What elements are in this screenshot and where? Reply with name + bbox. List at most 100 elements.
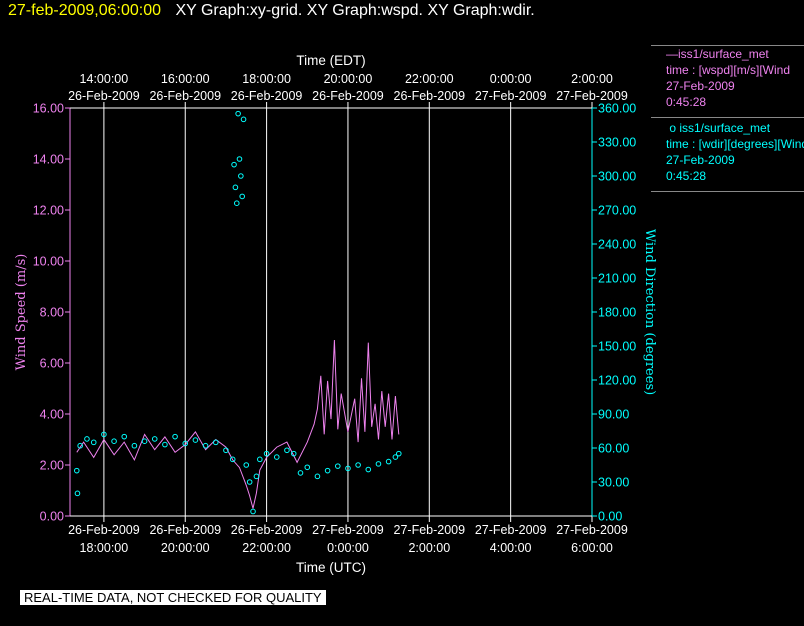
wind-direction-point (392, 454, 399, 460)
wind-direction-point (375, 461, 382, 467)
bottom-tick-date: 26-Feb-2009 (68, 523, 140, 537)
left-tick-label: 10.00 (33, 255, 64, 269)
wind-direction-point (324, 467, 331, 474)
right-axis-title: Wind Direction (degrees) (642, 229, 657, 395)
wind-direction-point (257, 456, 263, 463)
wind-direction-point (90, 439, 97, 446)
wind-direction-point (101, 431, 107, 438)
wind-direction-point (290, 450, 297, 457)
wind-direction-point (229, 456, 236, 463)
left-tick-label: 4.00 (40, 408, 64, 422)
left-tick-label: 16.00 (33, 102, 64, 116)
right-tick-label: 300.00 (598, 170, 636, 184)
top-tick-time: 20:00:00 (324, 72, 373, 86)
legend-speed-line3: 27-Feb-2009 (666, 79, 735, 93)
wind-direction-point (304, 464, 311, 471)
header-datetime: 27-feb-2009,06:00:00 (8, 2, 162, 19)
wind-direction-point (141, 438, 148, 445)
bottom-tick-time: 18:00:00 (80, 541, 129, 555)
top-tick-date: 26-Feb-2009 (231, 89, 303, 103)
wind-direction-series (73, 110, 402, 515)
left-axis-title: Wind Speed (m/s) (14, 254, 29, 371)
bottom-tick-time: 2:00:00 (408, 541, 450, 555)
wind-direction-point (250, 508, 256, 515)
right-tick-label: 330.00 (598, 136, 636, 150)
left-tick-label: 8.00 (40, 306, 64, 320)
legend-dir-line4: 0:45:28 (666, 169, 707, 183)
wind-direction-point (233, 200, 240, 206)
header-graph-list: XY Graph:xy-grid. XY Graph:wspd. XY Grap… (175, 2, 535, 19)
wind-direction-point (162, 441, 168, 448)
top-tick-date: 26-Feb-2009 (394, 89, 466, 103)
left-tick-label: 14.00 (33, 153, 64, 167)
bottom-tick-time: 0:00:00 (327, 541, 369, 555)
wind-direction-point (202, 442, 209, 449)
bottom-tick-time: 22:00:00 (242, 541, 291, 555)
wind-direction-point (385, 458, 392, 465)
wind-direction-point (121, 433, 128, 440)
quality-disclaimer: REAL-TIME DATA, NOT CHECKED FOR QUALITY (20, 590, 326, 605)
bottom-tick-date: 27-Feb-2009 (312, 523, 384, 537)
left-tick-label: 2.00 (40, 459, 64, 473)
right-tick-label: 90.00 (598, 408, 629, 422)
wind-direction-point (223, 447, 229, 454)
bottom-tick-date: 27-Feb-2009 (394, 523, 466, 537)
top-tick-date: 27-Feb-2009 (556, 89, 628, 103)
wind-direction-point (131, 442, 138, 449)
right-tick-label: 180.00 (598, 306, 636, 320)
legend-dir-line2: time : [wdir][degrees][Wind (666, 137, 804, 151)
wind-direction-point (182, 440, 189, 447)
wind-direction-point (365, 466, 372, 473)
right-tick-label: 30.00 (598, 476, 629, 490)
wind-speed-line (76, 339, 400, 509)
right-tick-label: 0.00 (598, 510, 622, 524)
bottom-tick-time: 20:00:00 (161, 541, 210, 555)
right-tick-label: 120.00 (598, 374, 636, 388)
bottom-tick-date: 26-Feb-2009 (231, 523, 303, 537)
legend-dir-line3: 27-Feb-2009 (666, 153, 735, 167)
wind-direction-point (273, 454, 280, 460)
wind-direction-point (240, 116, 247, 123)
right-tick-label: 360.00 (598, 102, 636, 116)
wind-direction-point (235, 110, 241, 117)
right-tick-label: 210.00 (598, 272, 636, 286)
wind-direction-point (239, 193, 245, 200)
top-tick-date: 26-Feb-2009 (68, 89, 140, 103)
top-tick-date: 26-Feb-2009 (312, 89, 384, 103)
wind-direction-point (263, 450, 270, 457)
bottom-tick-date: 27-Feb-2009 (475, 523, 547, 537)
wind-direction-point (345, 465, 351, 472)
legend-speed-line4: 0:45:28 (666, 95, 707, 109)
wind-direction-point (314, 473, 321, 480)
wind-direction-point (395, 450, 402, 457)
wind-direction-point (172, 433, 178, 440)
wind-direction-point (73, 467, 80, 474)
grid-lines (103, 108, 512, 516)
bottom-tick-time: 4:00:00 (490, 541, 532, 555)
wind-direction-point (231, 161, 237, 168)
top-tick-time: 2:00:00 (571, 72, 613, 86)
top-tick-date: 27-Feb-2009 (475, 89, 547, 103)
left-tick-label: 0.00 (40, 510, 64, 524)
wind-speed-series (76, 339, 400, 509)
legend-wind-direction: ο iss1/surface_met time : [wdir][degrees… (666, 120, 804, 184)
legend-speed-line2: time : [wspd][m/s][Wind (666, 63, 791, 77)
wind-direction-point (246, 479, 253, 485)
axis-labels: Time (EDT) Time (UTC) Wind Speed (m/s) W… (14, 53, 657, 575)
wind-direction-point (355, 462, 361, 468)
top-tick-date: 26-Feb-2009 (149, 89, 221, 103)
header: 27-feb-2009,06:00:00 XY Graph:xy-grid. X… (8, 2, 535, 20)
wind-direction-point (236, 156, 243, 162)
right-tick-label: 240.00 (598, 238, 636, 252)
axes: 26-Feb-2009 18:00:00 26-Feb-2009 20:00:00 26… (33, 72, 637, 555)
wind-direction-point (334, 463, 341, 469)
legend-separator (651, 45, 804, 46)
wind-direction-point (297, 470, 304, 476)
wind-direction-point (243, 462, 250, 468)
wind-direction-point (212, 439, 219, 446)
bottom-axis-title: Time (UTC) (296, 560, 366, 575)
bottom-tick-date: 26-Feb-2009 (149, 523, 221, 537)
wind-direction-point (238, 173, 244, 179)
wind-direction-point (232, 184, 239, 191)
top-tick-time: 0:00:00 (490, 72, 532, 86)
